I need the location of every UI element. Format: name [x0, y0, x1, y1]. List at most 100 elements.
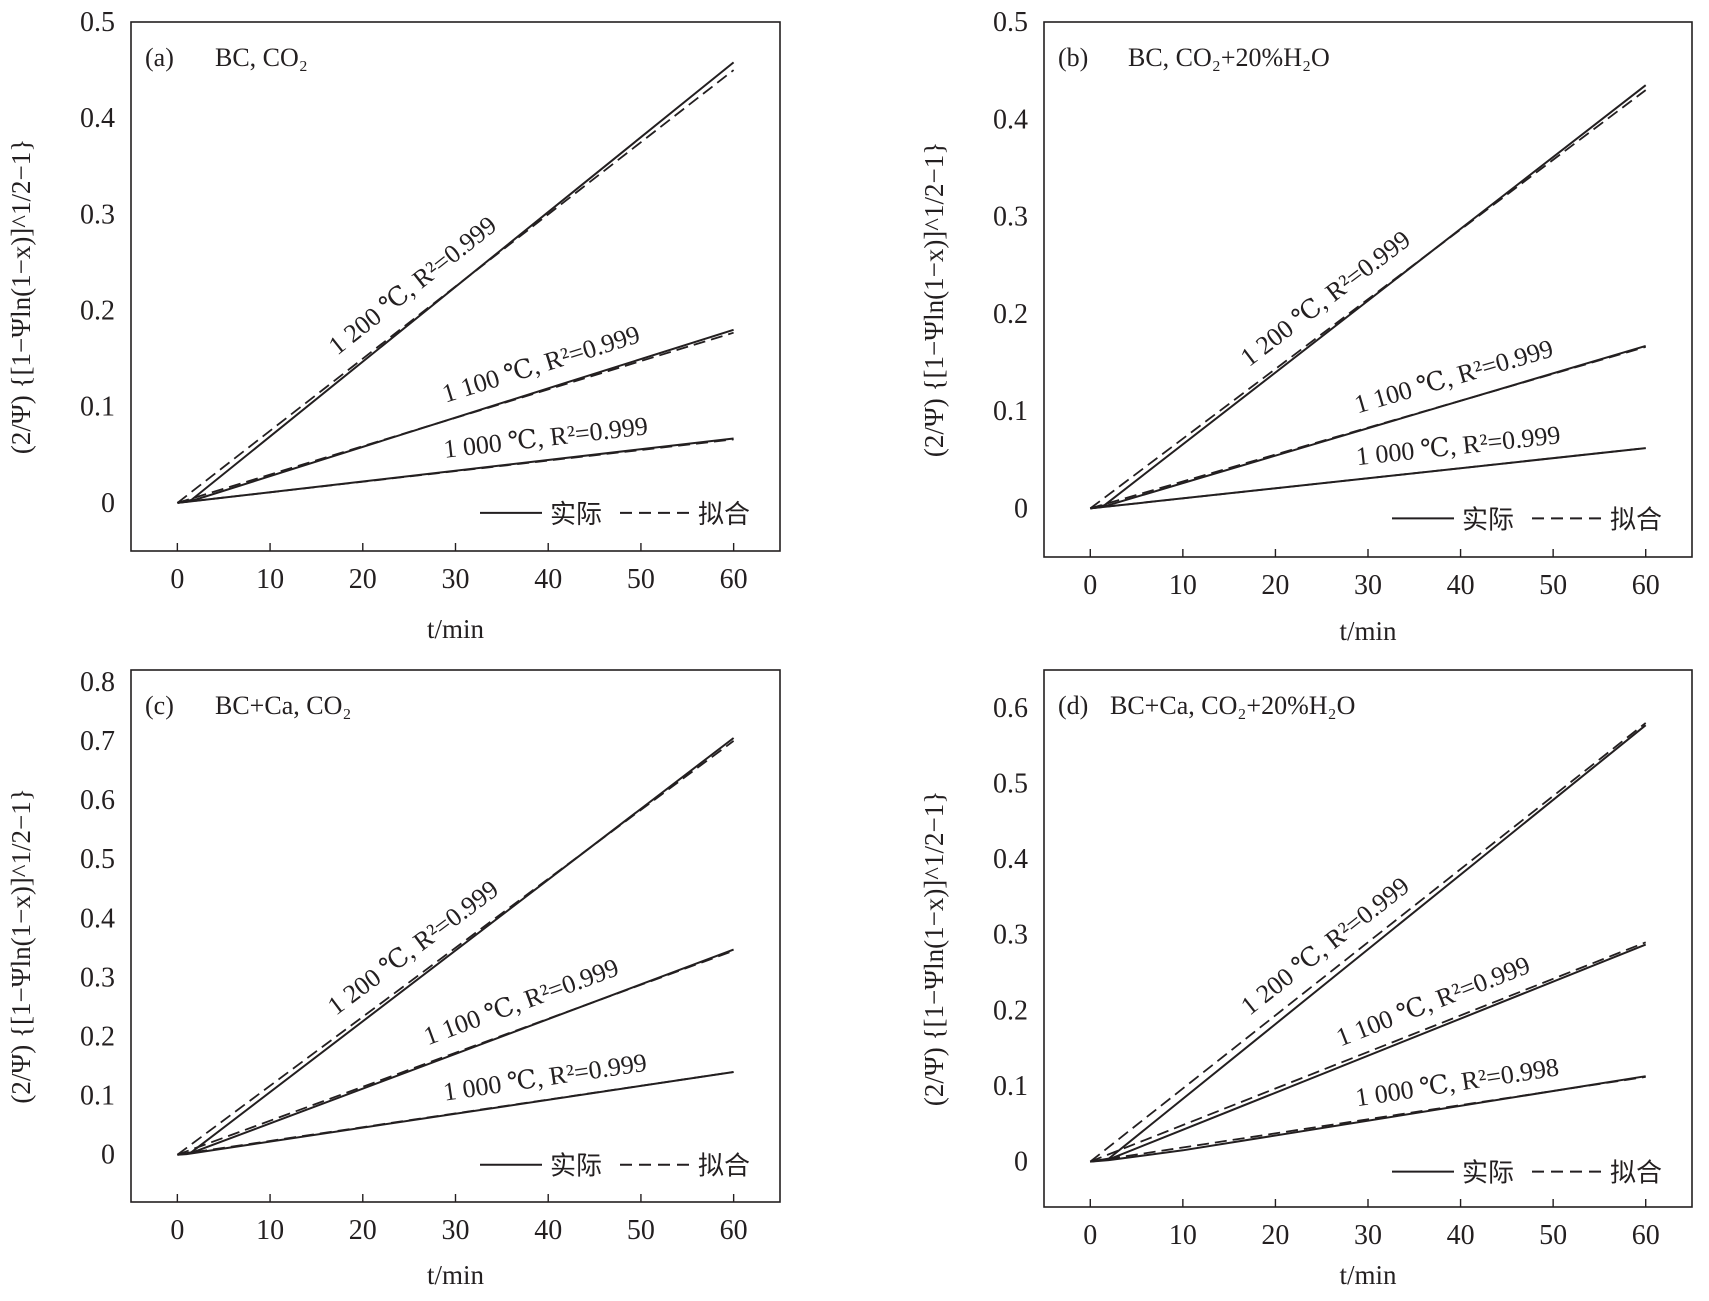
x-tick-label: 10 [1169, 570, 1197, 601]
series-label: 1 100 ℃, R²=0.999 [1351, 334, 1556, 419]
y-tick-label: 0.2 [80, 1021, 115, 1052]
y-tick-label: 0.6 [993, 693, 1028, 724]
y-tick-label: 0.1 [993, 1071, 1028, 1102]
x-tick-label: 60 [720, 564, 748, 595]
x-tick-label: 40 [1447, 570, 1475, 601]
y-tick-label: 0.3 [80, 962, 115, 993]
legend-fit-label: 拟合 [698, 500, 750, 529]
y-tick-label: 0.3 [80, 199, 115, 230]
y-tick-label: 0.2 [993, 299, 1028, 330]
actual-line-series-1 [1090, 943, 1647, 1163]
series-label: 1 000 ℃, R²=0.999 [441, 1048, 648, 1107]
y-axis-label: (2/Ψ) {[1−Ψln(1−x)]^1/2−1} [919, 791, 949, 1106]
actual-line-series-2 [177, 437, 734, 504]
x-axis-label: t/min [427, 1260, 485, 1290]
x-tick-label: 20 [1261, 1220, 1289, 1251]
x-tick-label: 50 [1539, 570, 1567, 601]
fit-line-series-1 [1089, 941, 1647, 1163]
x-tick-label: 20 [1261, 570, 1289, 601]
y-tick-label: 0 [1014, 1147, 1028, 1178]
panel-title: BC+Ca, CO₂+20%H₂O [1110, 691, 1355, 720]
actual-line-series-1 [177, 328, 734, 504]
x-tick-label: 10 [256, 564, 284, 595]
x-tick-label: 0 [1083, 570, 1097, 601]
x-tick-label: 30 [442, 564, 470, 595]
panel-letter: (c) [145, 691, 174, 720]
panel-a: 0 10 20 30 40 50 60 0 0.1 0.2 0.3 0.4 0.5 t/min (2/Ψ) … [6, 7, 781, 644]
x-tick-label: 40 [534, 564, 562, 595]
x-tick-label: 20 [349, 1215, 377, 1246]
series-label: 1 200 ℃, R²=0.999 [1235, 871, 1414, 1021]
fit-line-series-0 [1089, 89, 1647, 510]
panel-c: 0 10 20 30 40 50 60 0 0.1 0.2 0.3 0.4 0.5 0.6 0.7 0.8 t/… [6, 667, 781, 1290]
legend-fit-label: 拟合 [698, 1152, 750, 1181]
x-tick-label: 30 [1354, 570, 1382, 601]
panel-letter: (d) [1058, 691, 1088, 720]
y-tick-label: 0.2 [80, 296, 115, 327]
y-tick-label: 0.7 [80, 726, 115, 757]
actual-line-series-2 [1090, 447, 1646, 510]
y-tick-label: 0.5 [80, 844, 115, 875]
x-tick-label: 50 [1539, 1220, 1567, 1251]
x-tick-label: 30 [442, 1215, 470, 1246]
series-label: 1 200 ℃, R²=0.999 [1235, 225, 1416, 373]
y-tick-label: 0.4 [993, 844, 1028, 875]
legend-actual-label: 实际 [1462, 505, 1514, 534]
series-label: 1 000 ℃, R²=0.999 [1355, 420, 1562, 471]
x-tick-label: 10 [256, 1215, 284, 1246]
series-label: 1 000 ℃, R²=0.998 [1353, 1052, 1560, 1112]
y-tick-label: 0.8 [80, 667, 115, 698]
fit-line-series-0 [1089, 722, 1647, 1163]
legend-fit-label: 拟合 [1610, 505, 1662, 534]
y-tick-label: 0.5 [80, 7, 115, 38]
x-axis-label: t/min [1339, 616, 1397, 646]
y-tick-label: 0.3 [993, 920, 1028, 951]
y-tick-label: 0.1 [993, 396, 1028, 427]
legend-actual-label: 实际 [550, 1152, 602, 1181]
x-tick-label: 60 [1632, 570, 1660, 601]
panel-d: 0 10 20 30 40 50 60 0 0.1 0.2 0.3 0.4 0.5 0.6 t/min (2/… [919, 669, 1693, 1290]
series-label: 1 000 ℃, R²=0.999 [442, 411, 649, 463]
panel-title: BC, CO₂+20%H₂O [1128, 43, 1330, 72]
y-axis-label: (2/Ψ) {[1−Ψln(1−x)]^1/2−1} [6, 139, 36, 454]
legend-fit-label: 拟合 [1610, 1159, 1662, 1188]
y-tick-label: 0.4 [80, 103, 115, 134]
x-tick-label: 60 [720, 1215, 748, 1246]
legend-actual-label: 实际 [550, 500, 602, 529]
y-tick-label: 0.4 [993, 104, 1028, 135]
x-tick-label: 20 [349, 564, 377, 595]
x-tick-label: 30 [1354, 1220, 1382, 1251]
x-tick-label: 50 [627, 564, 655, 595]
x-tick-label: 60 [1632, 1220, 1660, 1251]
x-tick-label: 10 [1169, 1220, 1197, 1251]
legend-actual-label: 实际 [1462, 1159, 1514, 1188]
y-tick-label: 0 [101, 1140, 115, 1171]
actual-line-series-2 [177, 1071, 734, 1156]
plot-frame [130, 669, 781, 1203]
plot-frame [1043, 669, 1693, 1208]
panel-letter: (b) [1058, 43, 1088, 72]
panel-title: BC+Ca, CO₂ [215, 691, 351, 720]
y-tick-label: 0.6 [80, 785, 115, 816]
x-tick-label: 40 [1447, 1220, 1475, 1251]
x-tick-label: 0 [170, 1215, 184, 1246]
series-label: 1 100 ℃, R²=0.999 [439, 320, 644, 409]
y-tick-label: 0.1 [80, 1081, 115, 1112]
y-tick-label: 0.3 [993, 202, 1028, 233]
y-axis-label: (2/Ψ) {[1−Ψln(1−x)]^1/2−1} [6, 788, 36, 1103]
x-tick-label: 50 [627, 1215, 655, 1246]
actual-line-series-2 [1090, 1075, 1646, 1163]
panel-letter: (a) [145, 43, 174, 72]
y-tick-label: 0.5 [993, 768, 1028, 799]
panel-b: 0 10 20 30 40 50 60 0 0.1 0.2 0.3 0.4 0.5 t/min (2/Ψ) … [919, 7, 1693, 646]
x-axis-label: t/min [427, 614, 485, 644]
x-tick-label: 40 [534, 1215, 562, 1246]
y-tick-label: 0 [101, 488, 115, 519]
x-tick-label: 0 [1083, 1220, 1097, 1251]
y-tick-label: 0.1 [80, 392, 115, 423]
x-axis-label: t/min [1339, 1260, 1397, 1290]
series-label: 1 200 ℃, R²=0.999 [323, 210, 502, 360]
x-tick-label: 0 [170, 564, 184, 595]
